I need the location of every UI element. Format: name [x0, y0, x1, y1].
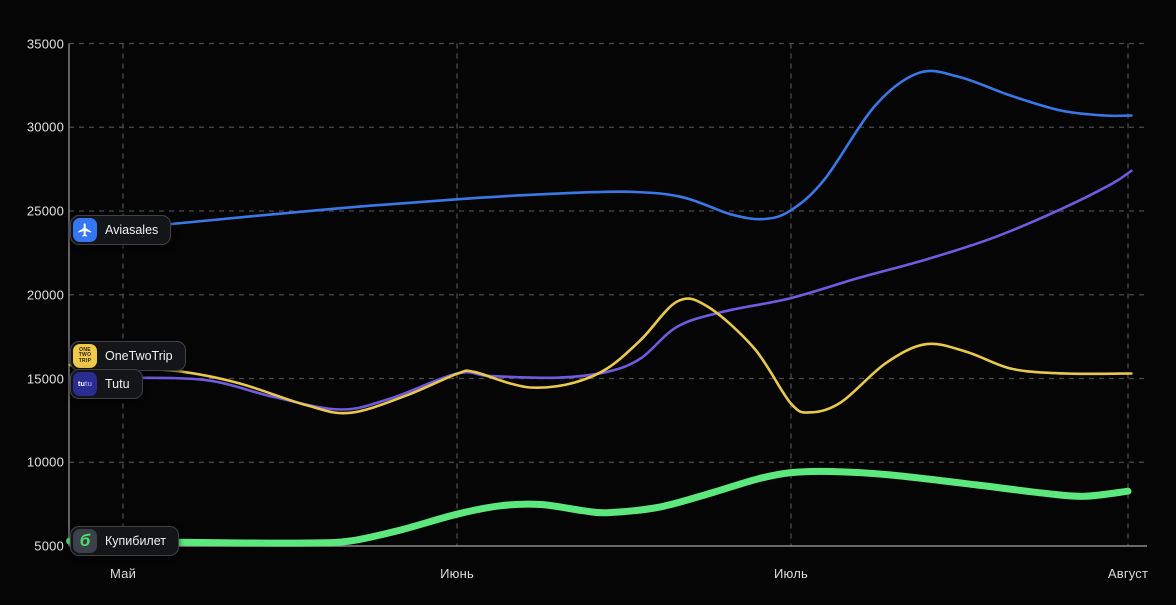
- y-axis-label: 30000: [26, 119, 64, 135]
- legend-badge-kupibilet[interactable]: б Купибилет: [70, 526, 179, 556]
- y-axis-label: 10000: [26, 454, 64, 470]
- x-axis-label: Июнь: [440, 566, 474, 581]
- onetwotrip-icon-text: ONE: [79, 346, 91, 353]
- onetwotrip-icon-text: TRIP: [78, 357, 92, 364]
- onetwotrip-icon-text: TWO: [78, 352, 92, 359]
- y-axis-label: 15000: [26, 371, 64, 386]
- x-axis-label: Август: [1107, 566, 1149, 581]
- series-line-tutu: [68, 169, 1133, 411]
- legend-badge-aviasales[interactable]: Aviasales: [70, 215, 172, 245]
- x-axis-label: Июль: [774, 566, 808, 581]
- legend-label-tutu: Tutu: [105, 377, 130, 391]
- y-axis-label: 35000: [26, 36, 64, 51]
- y-axis-label: 25000: [26, 203, 64, 219]
- aviasales-plane-icon: [73, 218, 97, 242]
- legend-label-onetwotrip: OneTwoTrip: [105, 349, 173, 363]
- kupibilet-icon-glyph: б: [79, 530, 91, 550]
- legend-badge-onetwotrip[interactable]: ONE TWO TRIP OneTwoTrip: [70, 341, 186, 371]
- series-line-aviasales: [68, 69, 1133, 233]
- kupibilet-logo-icon: б: [73, 529, 97, 553]
- legend-badge-tutu[interactable]: tu tu Tutu: [70, 369, 143, 399]
- tutu-icon-text: tu: [77, 379, 85, 389]
- x-axis-label: Май: [109, 566, 137, 581]
- y-axis-label: 20000: [26, 287, 64, 303]
- onetwotrip-logo-icon: ONE TWO TRIP: [73, 344, 97, 368]
- tutu-icon-text: tu: [85, 379, 93, 389]
- y-axis-label: 5000: [34, 538, 64, 554]
- legend-label-kupibilet: Купибилет: [105, 534, 166, 548]
- series-line-купибилет: [66, 467, 1132, 547]
- series-line-onetwotrip: [68, 297, 1133, 415]
- tutu-logo-icon: tu tu: [73, 372, 97, 396]
- legend-label-aviasales: Aviasales: [105, 223, 159, 237]
